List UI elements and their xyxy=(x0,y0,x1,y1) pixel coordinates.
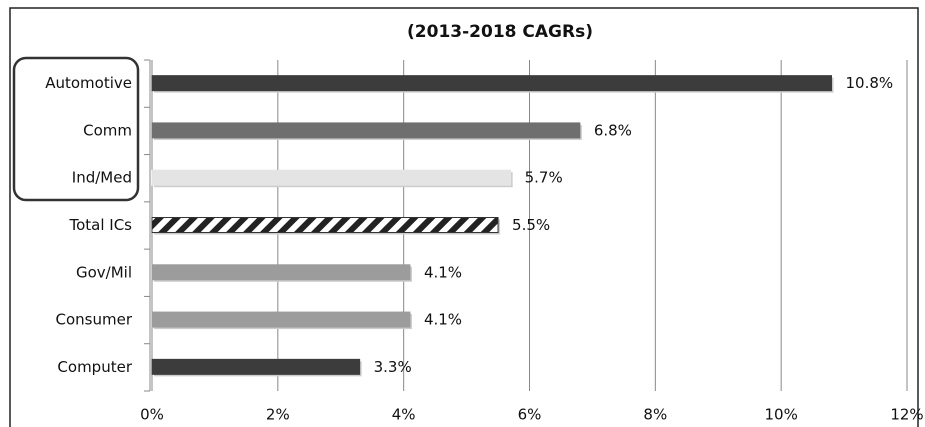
x-tick-label: 6% xyxy=(518,406,542,424)
x-tick-label: 12% xyxy=(890,406,923,424)
bar xyxy=(151,264,411,281)
y-tick-label: Computer xyxy=(57,358,132,376)
bar xyxy=(151,122,581,139)
highlight-box xyxy=(12,56,140,202)
y-tick-label: Consumer xyxy=(56,311,133,329)
bar xyxy=(151,358,361,375)
frame xyxy=(9,7,919,427)
x-tick-label: 8% xyxy=(643,406,667,424)
data-label: 5.7% xyxy=(525,169,563,187)
data-label: 4.1% xyxy=(424,311,462,329)
x-tick-label: 4% xyxy=(392,406,416,424)
x-tick-label: 0% xyxy=(140,406,164,424)
bar xyxy=(151,169,512,186)
data-label: 3.3% xyxy=(374,358,412,376)
chart-title: (2013-2018 CAGRs) xyxy=(407,22,593,42)
data-label: 4.1% xyxy=(424,263,462,281)
x-tick-label: 2% xyxy=(266,406,290,424)
bar xyxy=(151,217,499,233)
x-tick-label: 10% xyxy=(764,406,797,424)
bar xyxy=(151,75,832,92)
bar xyxy=(151,311,411,328)
y-tick-label: Ind/Med xyxy=(72,169,132,187)
y-tick-label: Gov/Mil xyxy=(76,263,132,281)
data-label: 10.8% xyxy=(846,74,894,92)
y-tick-label: Total ICs xyxy=(68,216,132,234)
y-tick-label: Comm xyxy=(83,121,132,139)
data-label: 5.5% xyxy=(512,216,550,234)
y-tick-label: Automotive xyxy=(45,74,132,92)
data-label: 6.8% xyxy=(594,121,632,139)
